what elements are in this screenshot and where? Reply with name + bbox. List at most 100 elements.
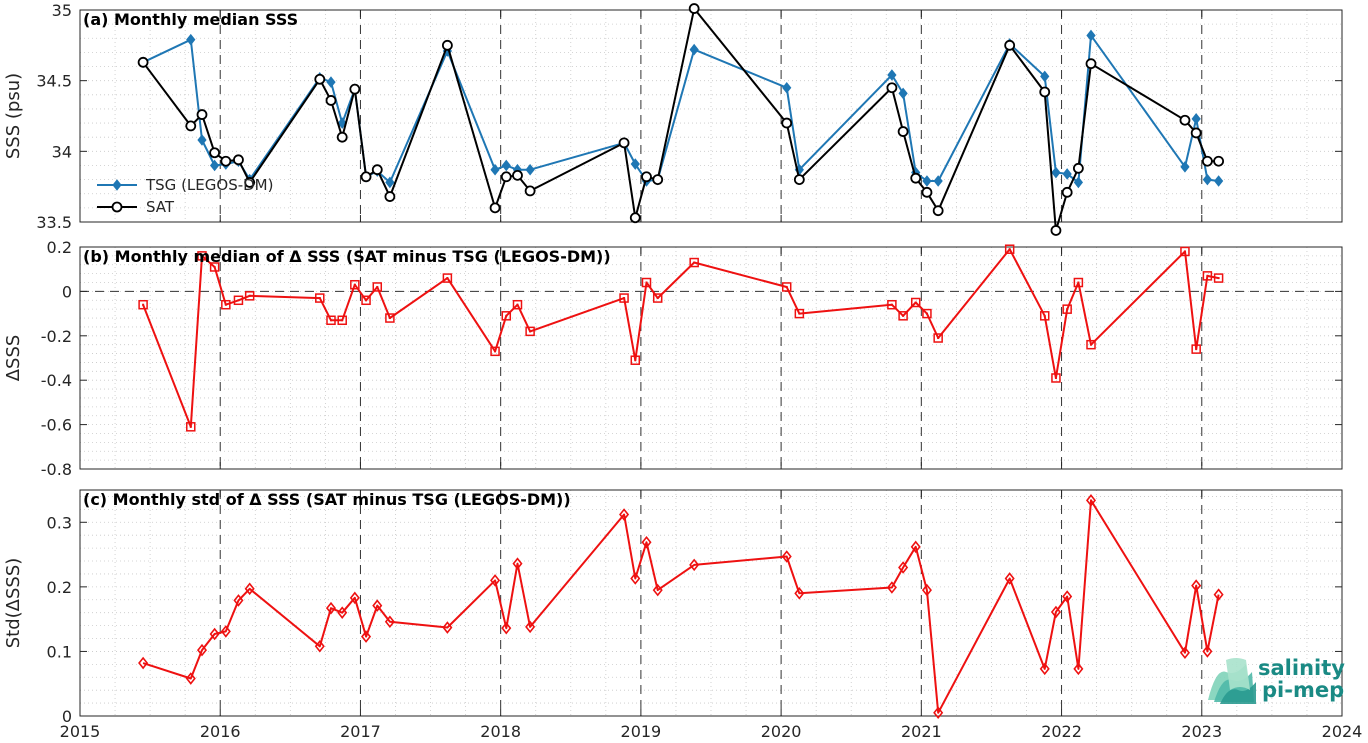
data-point — [244, 582, 255, 596]
data-point-center — [237, 299, 240, 302]
data-point-center — [516, 303, 519, 306]
y-tick-label: -0.4 — [41, 371, 72, 390]
data-point — [315, 293, 325, 303]
data-point — [209, 147, 221, 159]
data-point-center — [1183, 250, 1186, 253]
data-point — [618, 137, 630, 149]
data-point — [1213, 175, 1224, 187]
data-point — [525, 163, 535, 176]
logo-wave-icon — [1220, 682, 1256, 704]
data-point — [1051, 166, 1061, 179]
data-point-center — [645, 281, 648, 284]
data-point — [349, 591, 360, 605]
data-point — [384, 615, 395, 629]
data-point — [1040, 70, 1050, 83]
data-point — [196, 109, 208, 120]
data-point — [1061, 186, 1073, 198]
data-point-center — [656, 297, 659, 300]
panel-a: 33.5 34 34.5 35 SSS (psu) (a) Monthly median … — [3, 1, 1343, 236]
data-point — [111, 201, 123, 213]
data-point — [512, 169, 523, 181]
data-point-center — [925, 312, 928, 315]
data-point — [1202, 173, 1213, 186]
axes-frame — [79, 9, 1343, 223]
data-point-center — [494, 350, 497, 353]
data-point — [220, 625, 231, 638]
data-point — [525, 326, 535, 337]
data-point — [781, 550, 792, 563]
data-point — [512, 299, 523, 310]
data-point — [209, 627, 220, 641]
data-point — [630, 572, 641, 585]
data-point — [371, 164, 383, 176]
data-point — [898, 311, 908, 321]
data-point — [244, 177, 256, 188]
data-point — [652, 174, 664, 186]
data-point — [1050, 605, 1061, 619]
data-point-center — [1206, 274, 1209, 277]
data-point — [196, 643, 208, 657]
data-point — [1085, 494, 1097, 507]
data-point — [350, 279, 360, 290]
x-tick-label: 2018 — [480, 722, 521, 741]
data-point — [1073, 277, 1084, 288]
data-point-center — [1066, 308, 1069, 311]
data-point — [910, 172, 922, 184]
data-point-center — [248, 294, 251, 297]
data-point — [897, 126, 909, 137]
y-tick-label: 0.3 — [47, 513, 72, 532]
x-tick-label: 2015 — [60, 722, 101, 741]
panel-title: (a) Monthly median SSS — [83, 10, 298, 29]
data-point-center — [142, 303, 145, 306]
y-tick-label: 34.5 — [36, 72, 72, 91]
data-point — [490, 346, 500, 357]
logo-wave-icon — [1226, 658, 1250, 690]
data-point — [221, 299, 231, 310]
x-tick-label: 2023 — [1181, 722, 1222, 741]
data-point-center — [1043, 314, 1046, 317]
data-point-center — [529, 330, 532, 333]
data-point-center — [1054, 376, 1057, 379]
logo-text-line1: salinity — [1258, 656, 1345, 680]
y-axis-label: SSS (psu) — [3, 73, 24, 159]
data-point — [326, 76, 336, 88]
data-point — [1004, 39, 1016, 51]
data-point — [233, 594, 244, 607]
data-point — [314, 73, 326, 85]
series-line-delta — [142, 248, 1219, 428]
data-point — [932, 205, 944, 217]
data-point — [630, 158, 640, 170]
y-axis-label: ΔSSS — [3, 335, 24, 382]
data-point — [1201, 155, 1213, 167]
data-point — [361, 295, 371, 306]
data-point — [385, 313, 395, 323]
y-tick-label: 34 — [52, 142, 72, 161]
data-point-center — [388, 317, 391, 320]
x-tick-label: 2016 — [200, 722, 241, 741]
data-point-center — [785, 285, 788, 288]
data-point — [1085, 58, 1097, 70]
data-point — [1191, 113, 1201, 125]
y-tick-label: 0.1 — [47, 642, 72, 661]
data-point — [233, 295, 244, 306]
y-tick-label: -0.6 — [41, 416, 72, 435]
logo-text-line2: pi-mep — [1262, 678, 1344, 702]
data-point — [360, 171, 372, 183]
data-point — [525, 620, 536, 634]
data-point — [244, 291, 255, 301]
data-point — [209, 262, 220, 272]
data-point-center — [693, 261, 696, 264]
data-point — [1073, 662, 1084, 676]
data-point — [1051, 373, 1061, 383]
axes-frame — [79, 489, 1343, 717]
data-point — [933, 706, 944, 720]
x-tick-label: 2024 — [1322, 722, 1363, 741]
data-point — [185, 672, 196, 685]
data-point-center — [798, 312, 801, 315]
data-point — [688, 3, 700, 14]
data-point — [186, 422, 196, 432]
data-point — [1213, 588, 1224, 601]
data-point — [1202, 645, 1213, 658]
y-tick-label: -0.2 — [41, 327, 72, 346]
data-point — [442, 273, 453, 283]
